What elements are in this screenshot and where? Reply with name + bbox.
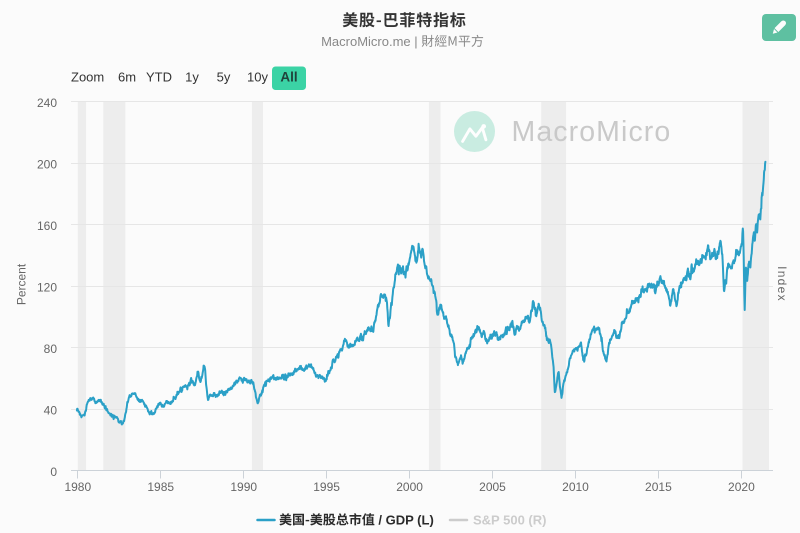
svg-text:6m: 6m: [118, 70, 136, 85]
svg-text:2005: 2005: [479, 480, 506, 494]
svg-text:MacroMicro: MacroMicro: [512, 116, 672, 148]
svg-text:2010: 2010: [562, 480, 589, 494]
svg-text:120: 120: [37, 281, 57, 295]
svg-text:0: 0: [50, 465, 57, 479]
svg-text:All: All: [280, 70, 297, 85]
svg-text:1985: 1985: [147, 480, 174, 494]
svg-text:2020: 2020: [728, 480, 755, 494]
svg-text:160: 160: [37, 219, 57, 233]
svg-text:240: 240: [37, 96, 57, 110]
svg-text:Index: Index: [775, 266, 789, 302]
svg-text:5y: 5y: [217, 70, 231, 85]
svg-text:1980: 1980: [64, 480, 91, 494]
svg-text:MacroMicro.me |: MacroMicro.me |: [321, 34, 418, 49]
svg-text:2000: 2000: [396, 480, 423, 494]
svg-text:40: 40: [44, 404, 58, 418]
svg-text:Percent: Percent: [15, 263, 29, 305]
svg-text:2015: 2015: [645, 480, 672, 494]
svg-text:80: 80: [44, 342, 58, 356]
svg-text:10y: 10y: [247, 70, 268, 85]
svg-text:1990: 1990: [230, 480, 257, 494]
svg-text:1995: 1995: [313, 480, 340, 494]
svg-text:200: 200: [37, 158, 57, 172]
svg-text:YTD: YTD: [146, 70, 172, 85]
svg-text:/ GDP (L): / GDP (L): [375, 512, 434, 527]
svg-text:S&P 500 (R): S&P 500 (R): [473, 512, 546, 527]
svg-text:Zoom: Zoom: [71, 70, 104, 85]
svg-text:1y: 1y: [185, 70, 199, 85]
